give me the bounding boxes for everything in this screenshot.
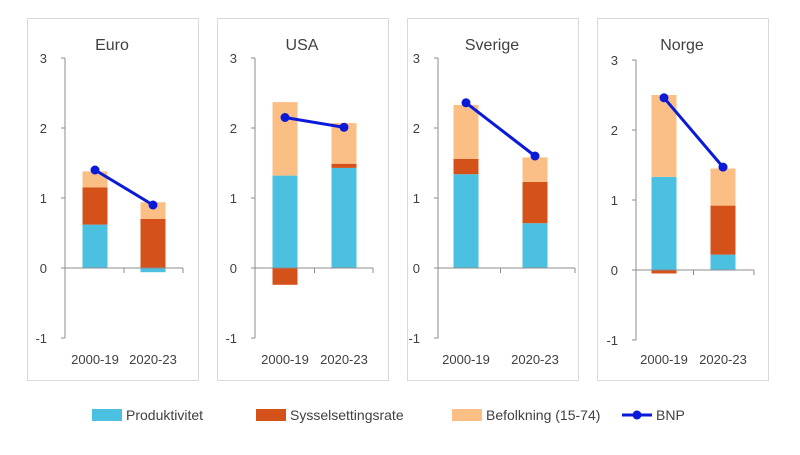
point-bnp bbox=[530, 151, 540, 161]
bar-produktivitet bbox=[140, 268, 166, 273]
x-tick-label: 2020-23 bbox=[320, 352, 368, 367]
line-bnp bbox=[284, 116, 345, 129]
x-tick-label: 2000-19 bbox=[640, 352, 688, 367]
point-bnp bbox=[461, 98, 471, 108]
point-bnp bbox=[659, 93, 669, 103]
panel-border bbox=[217, 18, 389, 381]
panel-title: Norge bbox=[660, 37, 704, 54]
bar-sysselsettingsrate bbox=[82, 187, 108, 225]
x-tick-label: 2020-23 bbox=[511, 352, 559, 367]
panel-euro: Euro 2000-19 2020-23 -1 0 1 2 3 bbox=[27, 18, 199, 381]
y-tick-label: 0 bbox=[230, 261, 237, 276]
y-tick-label: -1 bbox=[606, 333, 618, 348]
bar-produktivitet bbox=[82, 224, 108, 268]
y-tick-label: 1 bbox=[230, 191, 237, 206]
point-bnp bbox=[280, 113, 290, 122]
y-tick-label: 3 bbox=[230, 51, 237, 66]
x-tick-label: 2020-23 bbox=[699, 352, 747, 367]
bar-sysselsettingsrate bbox=[272, 268, 298, 285]
panel-sverige: Sverige 2000-19 2020-23 -1 0 1 2 3 bbox=[407, 18, 579, 381]
y-tick-label: 2 bbox=[230, 121, 237, 136]
bar-produktivitet bbox=[272, 175, 298, 268]
legend-swatch bbox=[452, 409, 482, 421]
bar-befolkning-15-74- bbox=[522, 157, 548, 182]
panel-border bbox=[597, 18, 769, 381]
bar-sysselsettingsrate bbox=[453, 158, 479, 175]
bar-befolkning-15-74- bbox=[140, 202, 166, 219]
point-bnp bbox=[148, 200, 158, 210]
y-tick-label: 1 bbox=[40, 191, 47, 206]
y-tick-label: 1 bbox=[611, 193, 618, 208]
point-bnp bbox=[718, 162, 728, 172]
y-tick-label: 2 bbox=[611, 123, 618, 138]
line-bnp bbox=[465, 101, 536, 158]
y-tick-label: 3 bbox=[413, 51, 420, 66]
x-tick-label: 2000-19 bbox=[442, 352, 490, 367]
line-bnp bbox=[94, 168, 154, 207]
y-tick-label: -1 bbox=[35, 331, 47, 346]
bar-befolkning-15-74- bbox=[453, 104, 479, 159]
y-tick-label: 3 bbox=[40, 51, 47, 66]
panel-border bbox=[407, 18, 579, 381]
bar-produktivitet bbox=[710, 254, 736, 270]
legend-label: Befolkning (15-74) bbox=[486, 407, 600, 423]
point-bnp bbox=[90, 165, 100, 175]
line-bnp bbox=[662, 96, 725, 169]
y-tick-label: 0 bbox=[611, 263, 618, 278]
y-tick-label: -1 bbox=[408, 331, 420, 346]
panel-title: USA bbox=[286, 37, 319, 54]
y-tick-label: 2 bbox=[413, 121, 420, 136]
y-tick-label: 3 bbox=[611, 53, 618, 68]
point-bnp bbox=[339, 122, 349, 132]
legend-swatch-marker bbox=[632, 410, 642, 420]
legend-label: Sysselsettingsrate bbox=[290, 407, 404, 423]
y-tick-label: 0 bbox=[413, 261, 420, 276]
legend-swatch bbox=[256, 409, 286, 421]
x-tick-label: 2020-23 bbox=[129, 352, 177, 367]
bar-sysselsettingsrate bbox=[331, 163, 357, 168]
bar-produktivitet bbox=[651, 176, 677, 270]
y-tick-label: 0 bbox=[40, 261, 47, 276]
bar-befolkning-15-74- bbox=[710, 168, 736, 206]
panel-title: Sverige bbox=[465, 37, 519, 54]
panel-norge: Norge 2000-19 2020-23 -1 0 1 2 3 bbox=[597, 18, 769, 381]
legend-label: Produktivitet bbox=[126, 407, 203, 423]
y-tick-label: 1 bbox=[413, 191, 420, 206]
bar-produktivitet bbox=[453, 174, 479, 268]
panel-border bbox=[27, 18, 199, 381]
y-tick-label: 2 bbox=[40, 121, 47, 136]
legend-label: BNP bbox=[656, 407, 685, 423]
panel-title: Euro bbox=[95, 37, 129, 54]
bar-sysselsettingsrate bbox=[140, 219, 166, 268]
bar-sysselsettingsrate bbox=[710, 205, 736, 255]
bar-produktivitet bbox=[522, 223, 548, 268]
y-tick-label: -1 bbox=[225, 331, 237, 346]
bar-sysselsettingsrate bbox=[651, 270, 677, 274]
panel-usa: USA 2000-19 2020-23 -1 0 1 2 3 bbox=[217, 18, 389, 381]
x-tick-label: 2000-19 bbox=[71, 352, 119, 367]
legend-swatch bbox=[92, 409, 122, 421]
x-tick-label: 2000-19 bbox=[261, 352, 309, 367]
legend: Produktivitet Sysselsettingsrate Befolknin… bbox=[92, 407, 685, 423]
bar-sysselsettingsrate bbox=[522, 181, 548, 224]
bar-produktivitet bbox=[331, 167, 357, 268]
